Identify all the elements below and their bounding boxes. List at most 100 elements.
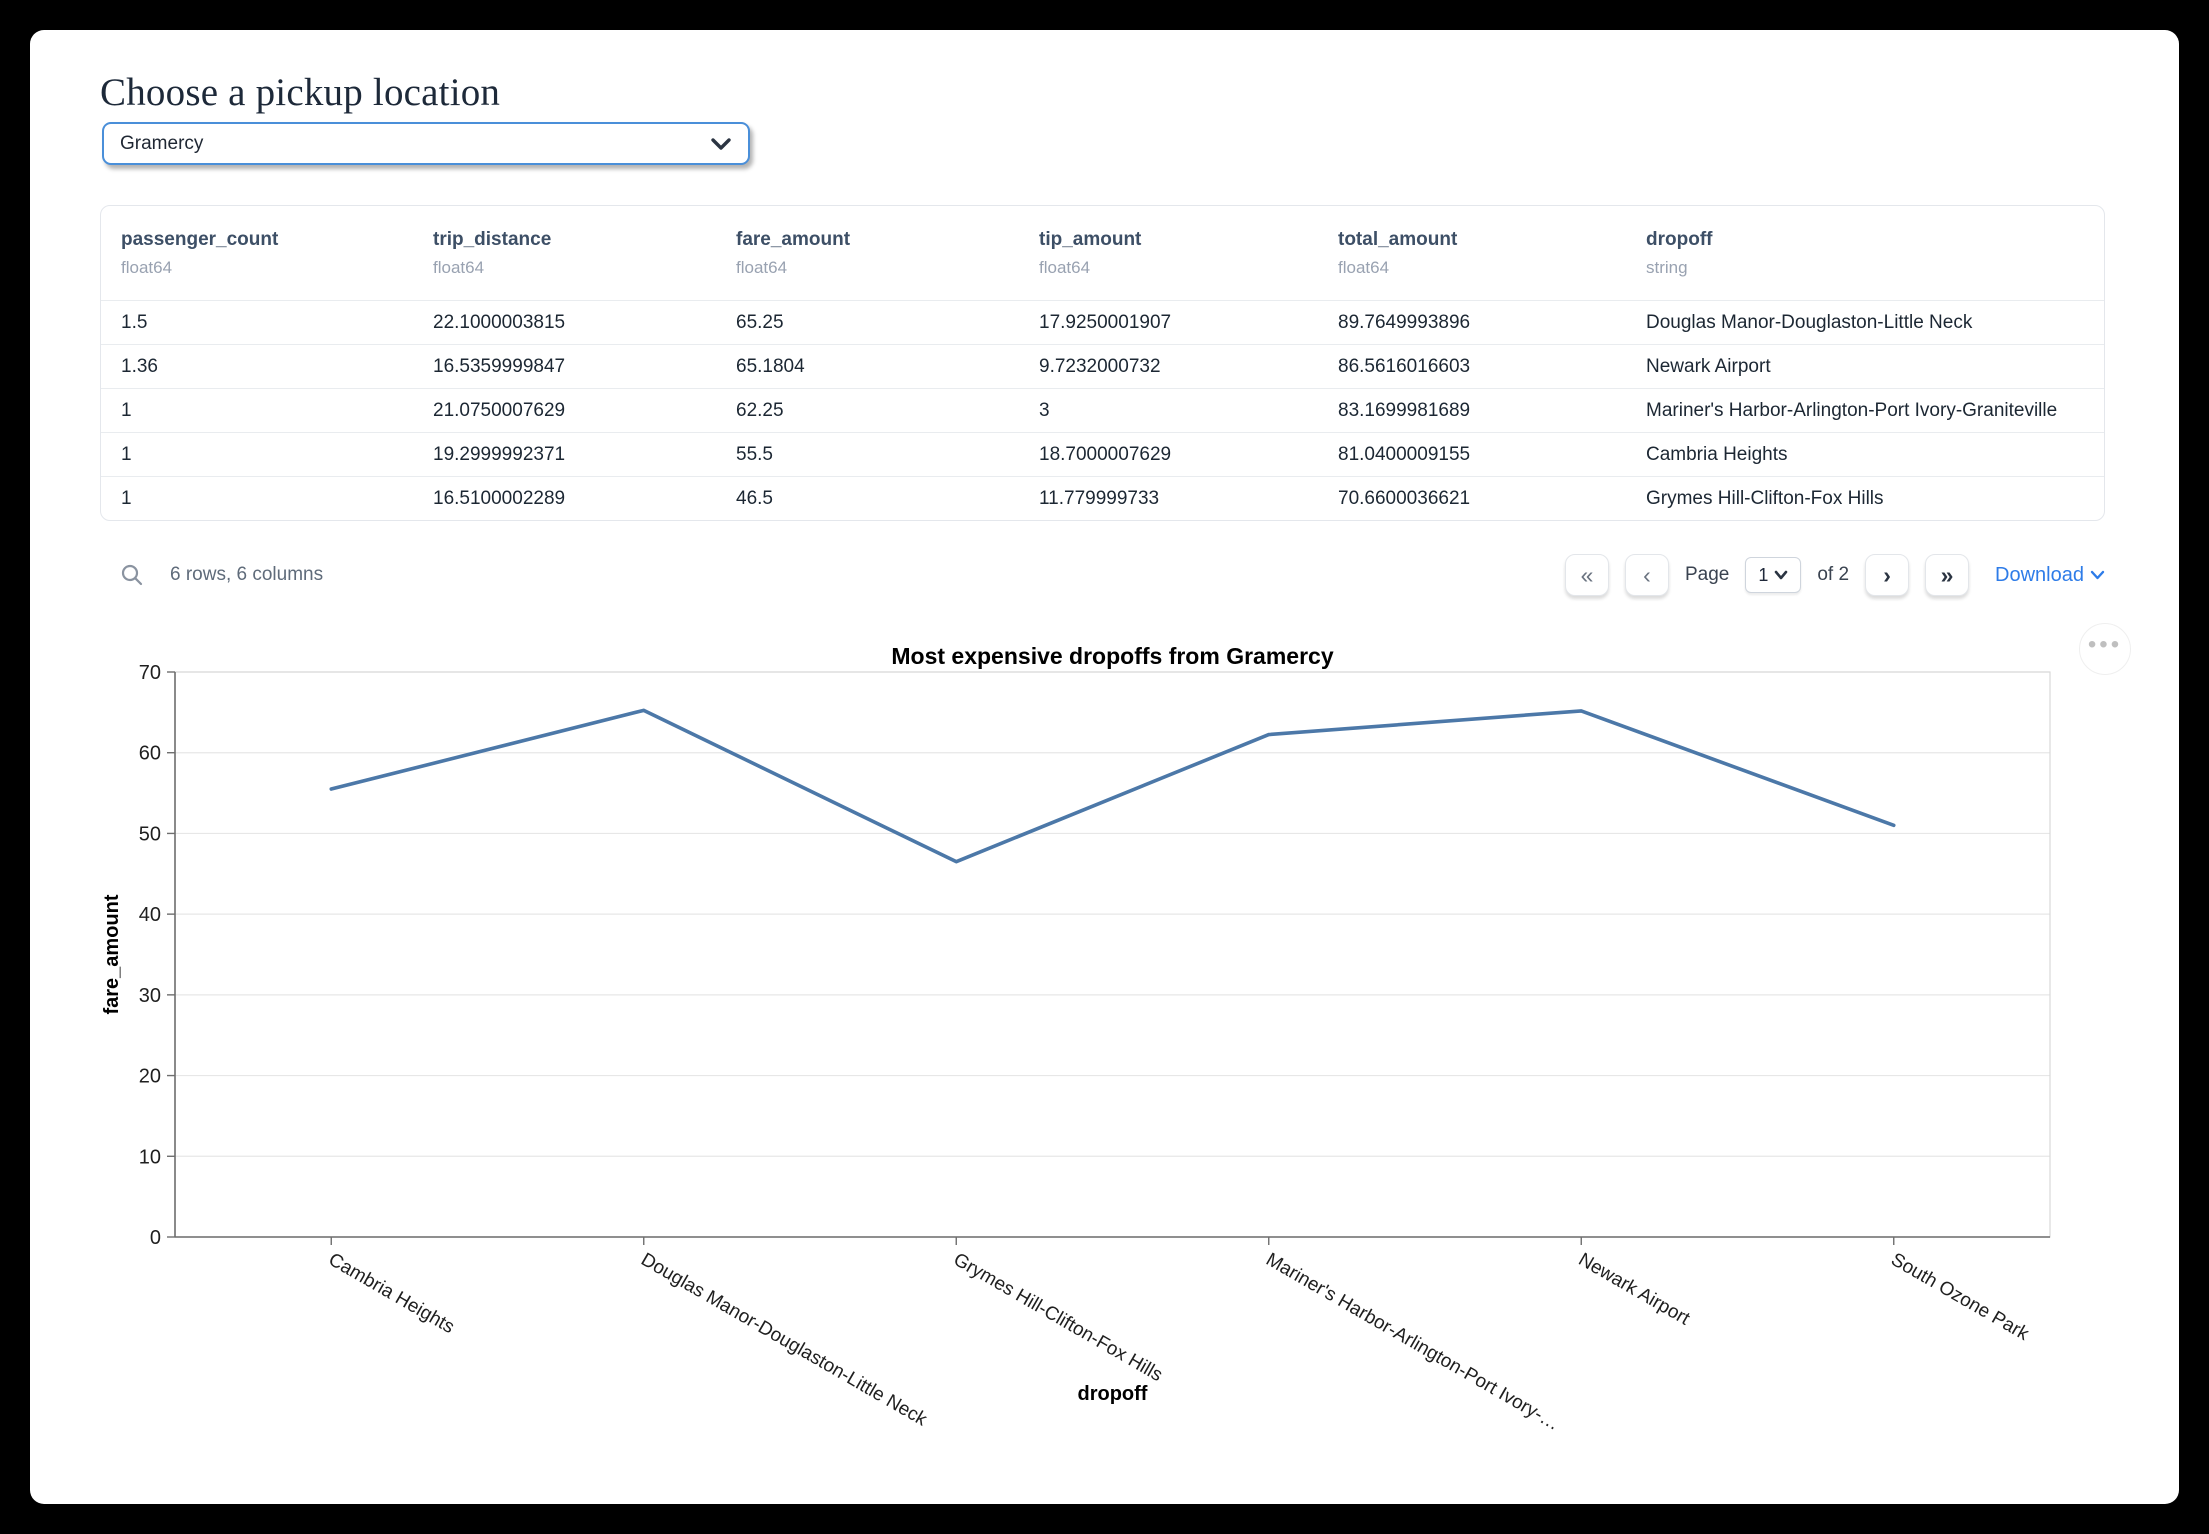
pickup-location-select[interactable]: Gramercy xyxy=(102,122,750,165)
table-cell: 83.1699981689 xyxy=(1338,399,1471,421)
column-name: trip_distance xyxy=(433,229,552,250)
column-dtype: float64 xyxy=(736,258,788,277)
table-cell: 16.5359999847 xyxy=(433,355,566,377)
y-axis-title: fare_amount xyxy=(101,894,123,1014)
table-row[interactable]: 1 16.5100002289 46.5 11.779999733 70.6600036… xyxy=(101,476,2104,520)
download-label: Download xyxy=(1995,563,2084,586)
table-cell: 18.7000007629 xyxy=(1039,443,1172,465)
next-page-button[interactable]: › xyxy=(1865,554,1910,596)
table-cell: 19.2999992371 xyxy=(433,443,566,465)
x-tick-label: South Ozone Park xyxy=(1887,1249,2032,1345)
column-header-passenger_count[interactable]: passenger_count float64 xyxy=(101,228,413,278)
ellipsis-icon: ••• xyxy=(2087,631,2123,658)
table-cell: Mariner's Harbor-Arlington-Port Ivory-Gr… xyxy=(1646,399,2058,421)
data-line-series xyxy=(329,708,1896,864)
y-tick-label: 50 xyxy=(139,823,161,845)
table-cell: 86.5616016603 xyxy=(1338,355,1471,377)
y-tick-label: 40 xyxy=(139,904,161,926)
table-cell: 46.5 xyxy=(736,487,773,509)
column-header-total_amount[interactable]: total_amount float64 xyxy=(1318,228,1626,278)
table-cell: 9.7232000732 xyxy=(1039,355,1161,377)
table-cell: Grymes Hill-Clifton-Fox Hills xyxy=(1646,487,1884,509)
prev-page-button[interactable]: ‹ xyxy=(1624,554,1669,596)
table-cell: 1 xyxy=(121,443,132,465)
table-cell: 1 xyxy=(121,399,132,421)
column-header-tip_amount[interactable]: tip_amount float64 xyxy=(1019,228,1318,278)
table-footer: 6 rows, 6 columns « ‹ Page 1 of 2 › » Do… xyxy=(100,550,2105,600)
chart-menu-button[interactable]: ••• xyxy=(2079,623,2131,675)
chart-title: Most expensive dropoffs from Gramercy xyxy=(891,643,1333,669)
chart: 0 10 20 30 40 50 60 70 Cambria Heights Douglas Ma… xyxy=(30,623,2179,1504)
column-name: passenger_count xyxy=(121,229,279,250)
y-tick-label: 0 xyxy=(150,1227,161,1249)
column-dtype: string xyxy=(1646,258,1688,277)
y-tick-label: 30 xyxy=(139,985,161,1007)
column-dtype: float64 xyxy=(433,258,485,277)
table-cell: 65.25 xyxy=(736,311,784,333)
table-cell: Newark Airport xyxy=(1646,355,1771,377)
rows-summary: 6 rows, 6 columns xyxy=(120,563,323,587)
page-label: Page xyxy=(1684,564,1730,585)
table-cell: 89.7649993896 xyxy=(1338,311,1471,333)
page-total-label: of 2 xyxy=(1817,564,1850,585)
last-page-button[interactable]: » xyxy=(1925,554,1970,596)
table-row[interactable]: 1 19.2999992371 55.5 18.7000007629 81.040000… xyxy=(101,432,2104,476)
table-row[interactable]: 1.36 16.5359999847 65.1804 9.7232000732 86.5… xyxy=(101,344,2104,388)
table-cell: 1.5 xyxy=(121,311,148,333)
column-header-dropoff[interactable]: dropoff string xyxy=(1626,228,2104,278)
table-row[interactable]: 1.5 22.1000003815 65.25 17.9250001907 89.764… xyxy=(101,300,2104,344)
pagination: « ‹ Page 1 of 2 › » Download xyxy=(1564,554,2105,596)
y-tick-label: 60 xyxy=(139,743,161,765)
table-cell: 16.5100002289 xyxy=(433,487,566,509)
column-dtype: float64 xyxy=(1338,258,1390,277)
x-tick-label: Grymes Hill-Clifton-Fox Hills xyxy=(950,1249,1166,1386)
table-row[interactable]: 1 21.0750007629 62.25 3 83.1699981689 Mariner… xyxy=(101,388,2104,432)
table-cell: 22.1000003815 xyxy=(433,311,566,333)
table-cell: Douglas Manor-Douglaston-Little Neck xyxy=(1646,311,1973,333)
column-name: fare_amount xyxy=(736,229,851,250)
table-cell: 81.0400009155 xyxy=(1338,443,1471,465)
y-tick-label: 10 xyxy=(139,1146,161,1168)
table-cell: 1.36 xyxy=(121,355,158,377)
column-dtype: float64 xyxy=(1039,258,1091,277)
table-cell: 70.6600036621 xyxy=(1338,487,1471,509)
table-cell: 55.5 xyxy=(736,443,773,465)
x-tick-label: Mariner's Harbor-Arlington-Port Ivory-… xyxy=(1262,1249,1563,1435)
table-cell: 1 xyxy=(121,487,132,509)
search-icon[interactable] xyxy=(120,563,144,587)
chevron-down-icon xyxy=(1775,570,1788,580)
app-card: Choose a pickup location Gramercy passen… xyxy=(30,30,2179,1504)
column-dtype: float64 xyxy=(121,258,173,277)
x-axis-title: dropoff xyxy=(1078,1383,1148,1405)
download-button[interactable]: Download xyxy=(1995,564,2105,587)
y-tick-label: 20 xyxy=(139,1066,161,1088)
first-page-button[interactable]: « xyxy=(1564,554,1609,596)
page-number-select[interactable]: 1 xyxy=(1745,557,1802,593)
column-name: total_amount xyxy=(1338,229,1458,250)
table-cell: 21.0750007629 xyxy=(433,399,566,421)
table-cell: 3 xyxy=(1039,399,1050,421)
table-cell: 65.1804 xyxy=(736,355,805,377)
line-chart-canvas: 0 10 20 30 40 50 60 70 Cambria Heights Douglas Ma… xyxy=(101,643,2051,1435)
column-name: tip_amount xyxy=(1039,229,1142,250)
row-count-label: 6 rows, 6 columns xyxy=(170,564,324,585)
page-number-value: 1 xyxy=(1758,564,1769,585)
column-name: dropoff xyxy=(1646,229,1713,250)
y-tick-label: 70 xyxy=(139,662,161,684)
table-cell: 11.779999733 xyxy=(1039,487,1160,509)
pickup-location-value: Gramercy xyxy=(120,132,204,154)
page-title: Choose a pickup location xyxy=(100,71,501,114)
x-tick-label: Newark Airport xyxy=(1575,1249,1694,1330)
table-cell: 17.9250001907 xyxy=(1039,311,1172,333)
x-tick-label: Cambria Heights xyxy=(325,1249,458,1338)
column-header-fare_amount[interactable]: fare_amount float64 xyxy=(716,228,1019,278)
x-tick-label: Douglas Manor-Douglaston-Little Neck xyxy=(637,1249,931,1431)
table-body: 1.5 22.1000003815 65.25 17.9250001907 89.764… xyxy=(101,300,2104,520)
table-cell: Cambria Heights xyxy=(1646,443,1788,465)
column-header-trip_distance[interactable]: trip_distance float64 xyxy=(413,228,716,278)
table-cell: 62.25 xyxy=(736,399,784,421)
chevron-down-icon xyxy=(2090,570,2105,580)
chevron-down-icon xyxy=(711,137,731,150)
